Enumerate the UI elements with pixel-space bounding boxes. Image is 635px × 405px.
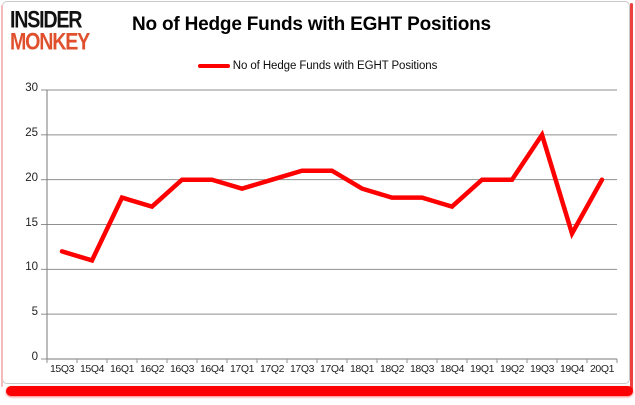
logo-line-insider: INSIDER	[10, 5, 82, 34]
insider-monkey-logo: INSIDER MONKEY	[10, 5, 132, 56]
frame-accent-left	[1, 5, 3, 387]
chart-title: No of Hedge Funds with EGHT Positions	[132, 14, 491, 35]
chart-card	[2, 1, 630, 384]
frame-accent-right	[630, 3, 633, 391]
legend-line-swatch	[197, 63, 230, 69]
data-series-line	[59, 129, 605, 264]
chart-legend: No of Hedge Funds with EGHT Positions	[0, 57, 635, 75]
line-chart-plot-area	[41, 89, 618, 363]
logo-line-monkey: MONKEY	[10, 28, 90, 56]
legend-label: No of Hedge Funds with EGHT Positions	[232, 60, 438, 72]
chart-header: INSIDER MONKEY No of Hedge Funds with EG…	[10, 7, 623, 59]
frame-accent-bottom	[6, 386, 633, 396]
